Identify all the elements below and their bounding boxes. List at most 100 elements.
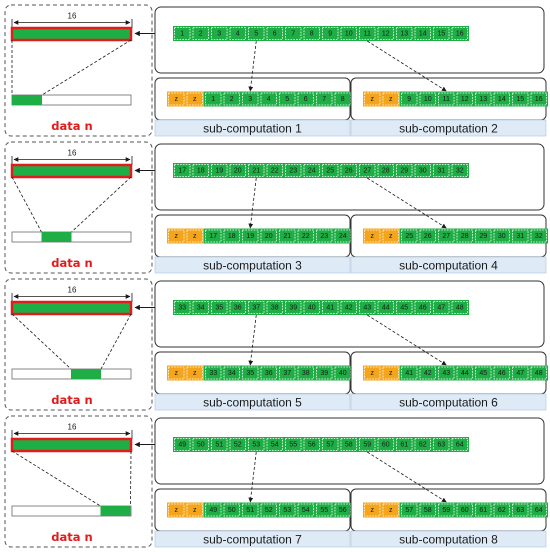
sub-computation-cell-fill [529,502,548,518]
sequence-cell: 55 [284,437,303,452]
sub-computation-cell-dash [475,229,492,243]
mapping-arrow-right [367,314,447,366]
sequence-cell-text: 57 [326,442,334,449]
sub-computation-cell: 24 [333,228,352,244]
sub-computation-cell-text: 34 [228,370,236,377]
sub-computation-cell-fill [333,91,352,107]
sub-computation-cell-fill [204,228,223,244]
sequence-cell-dash [340,301,357,314]
sequence-cell-text: 11 [364,31,371,38]
sub-computation-cell-text: 43 [442,370,450,377]
sequence-cell: 8 [302,26,321,41]
sub-computation-cell-text: 47 [516,370,524,377]
sequence-cell-text: 40 [308,305,316,312]
sub-computation-cell-fill [296,365,315,381]
sub-computation-cell-text: 48 [535,370,543,377]
sub-computation-cell-text: 32 [535,233,543,240]
sub-computation-cell-dash [419,92,436,106]
sequence-cell-text: 15 [437,31,445,38]
sequence-cell-text: 56 [308,442,316,449]
sub-computation-cell: 23 [315,228,334,244]
sub-computation-cell-dash [438,503,455,517]
sequence-cell-text: 14 [419,31,427,38]
zero-padding-cell: z [185,91,204,107]
zero-padding-cell-text: z [193,507,197,514]
sub-computation-cell-dash [401,366,418,380]
sequence-cell-fill [228,26,247,41]
sequence-cell-fill [302,163,321,178]
sub-computation-cell: 17 [204,228,223,244]
sequence-cell-dash [248,164,265,177]
sub-computation-cell-dash [242,366,259,380]
sub-computation-cell-dash [223,366,240,380]
sub-computation-cell-fill [400,365,419,381]
sequence-cell: 37 [247,300,266,315]
sub-computation-cell: 9 [400,91,419,107]
sub-computation-cell: 62 [492,502,511,518]
sequence-cell-text: 32 [456,168,464,175]
sequence-cell-dash [266,438,283,451]
sub-computation-label: sub-computation 2 [399,122,498,136]
sub-computation-cell-fill [204,365,223,381]
sequence-cell: 14 [413,26,432,41]
sequence-cell-fill [191,300,210,315]
sub-computation-cell-dash [512,229,529,243]
sub-computation-cell-fill [296,502,315,518]
sequence-cell-fill [284,163,303,178]
sequence-cell-text: 45 [400,305,408,312]
zero-padding-cell-fill [185,365,204,381]
sequence-cell: 20 [228,163,247,178]
sub-computation-cell-dash [530,503,547,517]
sub-computation-cell-dash [297,229,314,243]
sub-computation-cell-fill [529,228,548,244]
sequence-cell-text: 18 [197,168,205,175]
sequence-cell-dash [211,438,228,451]
sequence-cell: 31 [432,163,451,178]
sequence-cell-fill [339,437,358,452]
sequence-cell-dash [377,164,394,177]
sub-computation-cell-fill [315,91,334,107]
sequence-cell: 32 [450,163,469,178]
sub-computation-cell: 30 [492,228,511,244]
sequence-cell: 7 [284,26,303,41]
sub-computation-cell-text: 59 [442,507,450,514]
sequence-cell-fill [376,437,395,452]
sub-computation-label-band [350,393,547,411]
sequence-cell: 36 [228,300,247,315]
sub-computation-cell-dash [334,503,351,517]
sub-computation-label-band [350,256,547,274]
sequence-cell-text: 41 [326,305,334,312]
sequence-cell-text: 26 [345,168,353,175]
sub-computation-cell-fill [529,91,548,107]
sub-computation-cell-text: 35 [246,370,254,377]
sub-computation-cell: 47 [511,365,530,381]
sub-computation-cell: 15 [511,91,530,107]
sub-computation-cell-text: 50 [228,507,236,514]
sub-computation-cell-text: 44 [461,370,469,377]
zero-padding-cell: z [381,502,400,518]
sub-computation-cell-text: 38 [302,370,310,377]
sub-computation-cell-dash [316,92,333,106]
sub-computation-cell-fill [455,228,474,244]
sub-computation-cell-text: 37 [283,370,291,377]
zero-padding-cell-fill [185,91,204,107]
sequence-cell-dash [377,301,394,314]
sequence-cell-dash [359,438,376,451]
sub-computation-cell: 36 [259,365,278,381]
sequence-cell: 58 [339,437,358,452]
sequence-cell-fill [302,26,321,41]
zero-padding-cell: z [185,228,204,244]
sub-computation-cell-fill [222,228,241,244]
sequence-cell: 54 [265,437,284,452]
sequence-cell: 38 [265,300,284,315]
sub-computation-cell-fill [418,502,437,518]
sub-computation-cell: 2 [222,91,241,107]
sequence-cell-dash [248,301,265,314]
sub-computation-cell: 14 [492,91,511,107]
sub-computation-panel: z z 25 26 27 28 29 30 31 32 sub-computation 4 [350,214,548,274]
sequence-cell-text: 30 [419,168,427,175]
sub-computation-cell: 40 [333,365,352,381]
sequence-cell-dash [229,301,246,314]
sub-computation-label-band [154,256,351,274]
sub-computation-cell: 48 [529,365,548,381]
